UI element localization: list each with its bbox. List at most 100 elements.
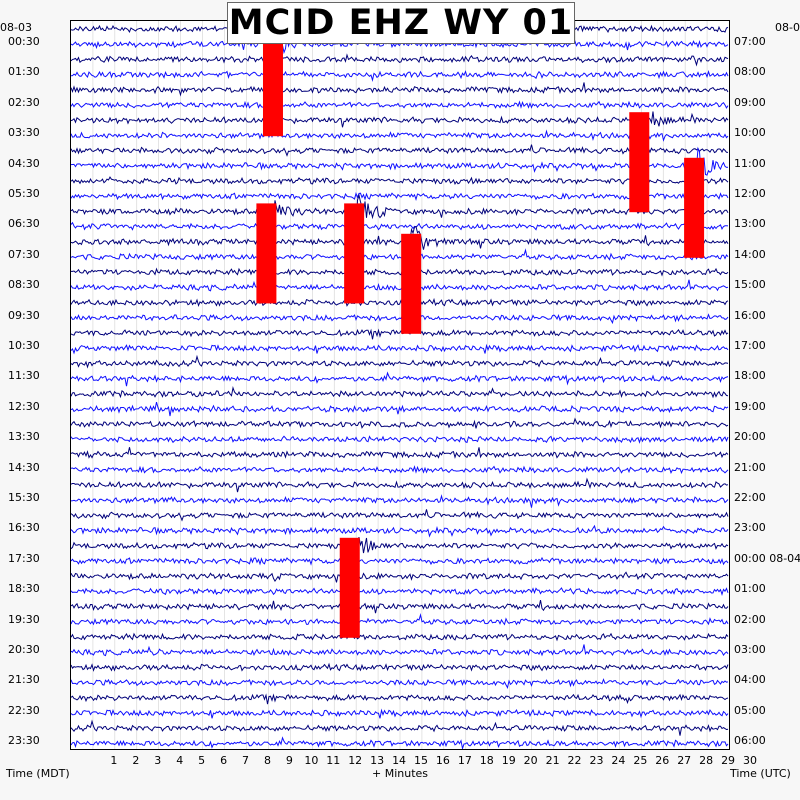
left-time-label: 13:30 [8, 430, 40, 444]
left-time-label: 07:30 [8, 247, 40, 261]
seismic-trace [71, 708, 729, 719]
seismic-trace [71, 313, 729, 325]
minute-tick-label: 26 [655, 754, 670, 767]
minute-tick-label: 20 [523, 754, 538, 767]
left-time-label: 15:30 [8, 491, 40, 504]
clipped-event-marker [344, 203, 365, 304]
left-time-label: 05:30 [8, 187, 40, 200]
seismic-trace [71, 447, 729, 459]
right-time-label: 19:00 [734, 399, 766, 413]
left-time-label: 18:30 [8, 582, 40, 596]
left-time-label: 21:30 [8, 673, 40, 687]
right-time-label: 03:00 [734, 643, 766, 656]
seismic-trace [71, 435, 729, 444]
seismic-trace [71, 221, 729, 231]
seismic-trace [71, 146, 729, 176]
minute-tick-label: 13 [370, 754, 385, 767]
clipped-event-marker [339, 537, 360, 638]
right-time-label: 21:00 [734, 460, 766, 474]
left-time-label: 14:30 [8, 460, 40, 474]
seismic-trace [71, 225, 729, 250]
minute-tick-label: 2 [132, 754, 140, 767]
minute-tick-label: 27 [677, 754, 692, 767]
seismic-trace [71, 354, 729, 369]
minute-tick-label: 3 [154, 754, 162, 767]
right-axis-label: Time (UTC) [730, 767, 791, 780]
seismic-trace [71, 477, 729, 493]
left-time-label: 06:30 [8, 217, 40, 231]
left-time-label: 04:30 [8, 156, 40, 170]
seismic-trace [71, 494, 729, 508]
left-time-label: 10:30 [8, 339, 40, 352]
right-time-label: 07:00 [734, 35, 766, 48]
right-time-label: 23:00 [734, 521, 766, 535]
minute-tick-label: 23 [589, 754, 604, 767]
right-time-label: 15:00 [734, 278, 766, 292]
right-time-label: 04:00 [734, 673, 766, 687]
left-time-label: 01:30 [8, 65, 40, 79]
minute-tick-label: 25 [633, 754, 648, 767]
seismic-trace [71, 53, 729, 67]
minute-tick-label: 30 [743, 754, 757, 767]
left-time-label: 22:30 [8, 703, 40, 717]
clipped-event-marker [256, 203, 277, 304]
seismic-traces [71, 21, 729, 749]
seismic-trace [71, 736, 729, 749]
seismic-trace [71, 386, 729, 399]
seismic-trace [71, 82, 729, 97]
left-time-label: 08:30 [8, 278, 40, 292]
minute-tick-label: 10 [304, 754, 319, 767]
right-time-label: 00:00 08-04 [734, 551, 800, 565]
minute-tick-label: 8 [263, 754, 271, 767]
seismic-trace [71, 599, 729, 614]
right-time-label: 08:00 [734, 65, 766, 79]
right-time-label: 02:00 [734, 612, 766, 626]
minute-tick-label: 22 [567, 754, 582, 767]
seismic-trace [71, 678, 729, 689]
clipped-event-marker [401, 233, 422, 334]
minute-tick-label: 11 [326, 754, 341, 767]
seismic-trace [71, 111, 729, 139]
minute-tick-label: 18 [479, 754, 494, 767]
seismic-trace [71, 571, 729, 583]
chart-title: MCID EHZ WY 01 [227, 2, 575, 44]
left-time-label: 17:30 [8, 551, 40, 565]
seismic-trace [71, 267, 729, 277]
minute-tick-label: 6 [220, 754, 228, 767]
left-time-label: 23:30 [8, 734, 40, 748]
minute-tick-label: 7 [242, 754, 250, 767]
start-date-left: 08-03 [0, 21, 32, 34]
seismic-trace [71, 644, 729, 657]
minute-tick-label: 28 [699, 754, 714, 767]
right-time-label: 06:00 [734, 734, 766, 748]
seismic-trace [71, 417, 729, 429]
right-time-label: 22:00 [734, 491, 766, 504]
minute-tick-label: 16 [435, 754, 450, 767]
left-time-label: 02:30 [8, 95, 40, 109]
minute-tick-label: 12 [348, 754, 363, 767]
seismic-trace [71, 401, 729, 417]
right-time-label: 01:00 [734, 582, 766, 596]
left-time-label: 09:30 [8, 308, 40, 322]
seismic-trace [71, 465, 729, 475]
seismic-trace [71, 587, 729, 596]
minute-tick-label: 15 [414, 754, 428, 767]
minute-tick-label: 17 [457, 754, 472, 767]
right-time-label: 18:00 [734, 369, 766, 383]
seismic-trace [71, 297, 729, 308]
seismic-trace [71, 371, 729, 387]
minute-tick-label: 5 [198, 754, 206, 767]
seismic-trace [71, 719, 729, 736]
clipped-event-marker [684, 157, 705, 258]
seismic-trace [71, 693, 729, 705]
right-time-label: 12:00 [734, 187, 766, 200]
seismic-trace [71, 279, 729, 292]
left-time-label: 11:30 [8, 369, 40, 383]
seismic-trace [71, 556, 729, 566]
minute-tick-label: 9 [285, 754, 293, 767]
right-time-label: 20:00 [734, 430, 766, 444]
seismic-trace [71, 509, 729, 522]
seismic-trace [71, 248, 729, 261]
minute-tick-label: 29 [721, 754, 736, 767]
minute-tick-label: 21 [545, 754, 560, 767]
